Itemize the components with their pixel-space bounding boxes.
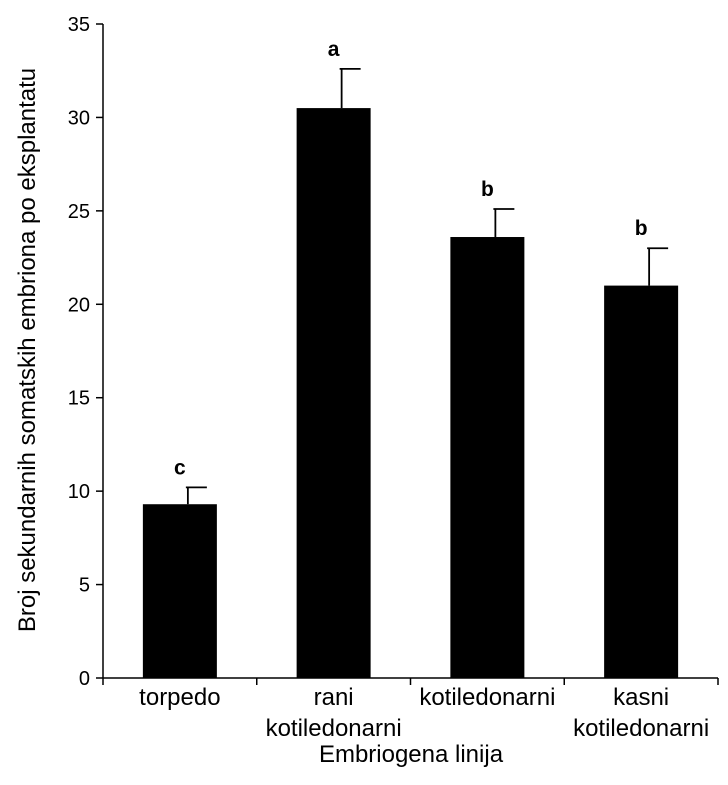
category-label: kasni — [613, 684, 669, 711]
significance-label: a — [328, 38, 340, 61]
category-label: rani — [314, 684, 354, 711]
bar — [296, 108, 371, 679]
category-label: kotiledonarni — [419, 684, 555, 711]
bar — [450, 237, 525, 678]
x-axis-title: Embriogena linija — [319, 741, 504, 768]
significance-label: b — [635, 217, 648, 240]
bars — [142, 108, 679, 679]
bar — [142, 504, 217, 678]
category-label: kotiledonarni — [266, 715, 402, 742]
significance-label: c — [174, 456, 186, 479]
y-axis-title: Broj sekundarnih somatskih embriona po e… — [14, 68, 41, 632]
y-tick-label: 15 — [68, 388, 90, 410]
category-label: torpedo — [139, 684, 220, 711]
error-bars — [185, 67, 669, 505]
y-tick-label: 5 — [79, 575, 90, 597]
significance-label: b — [481, 178, 494, 201]
y-tick-label: 10 — [68, 481, 90, 503]
bar — [604, 285, 679, 678]
y-tick-label: 20 — [68, 294, 90, 316]
y-tick-label: 25 — [68, 201, 90, 223]
y-axis: 0 5 10 15 20 25 30 35 — [68, 14, 104, 690]
y-tick-label: 0 — [79, 668, 90, 690]
y-tick-label: 30 — [68, 107, 90, 129]
y-tick-label: 35 — [68, 14, 90, 36]
significance-labels: c a b b — [174, 38, 648, 480]
category-labels: torpedo rani kotiledonarni kotiledonarni kas… — [139, 684, 709, 742]
category-label: kotiledonarni — [573, 715, 709, 742]
